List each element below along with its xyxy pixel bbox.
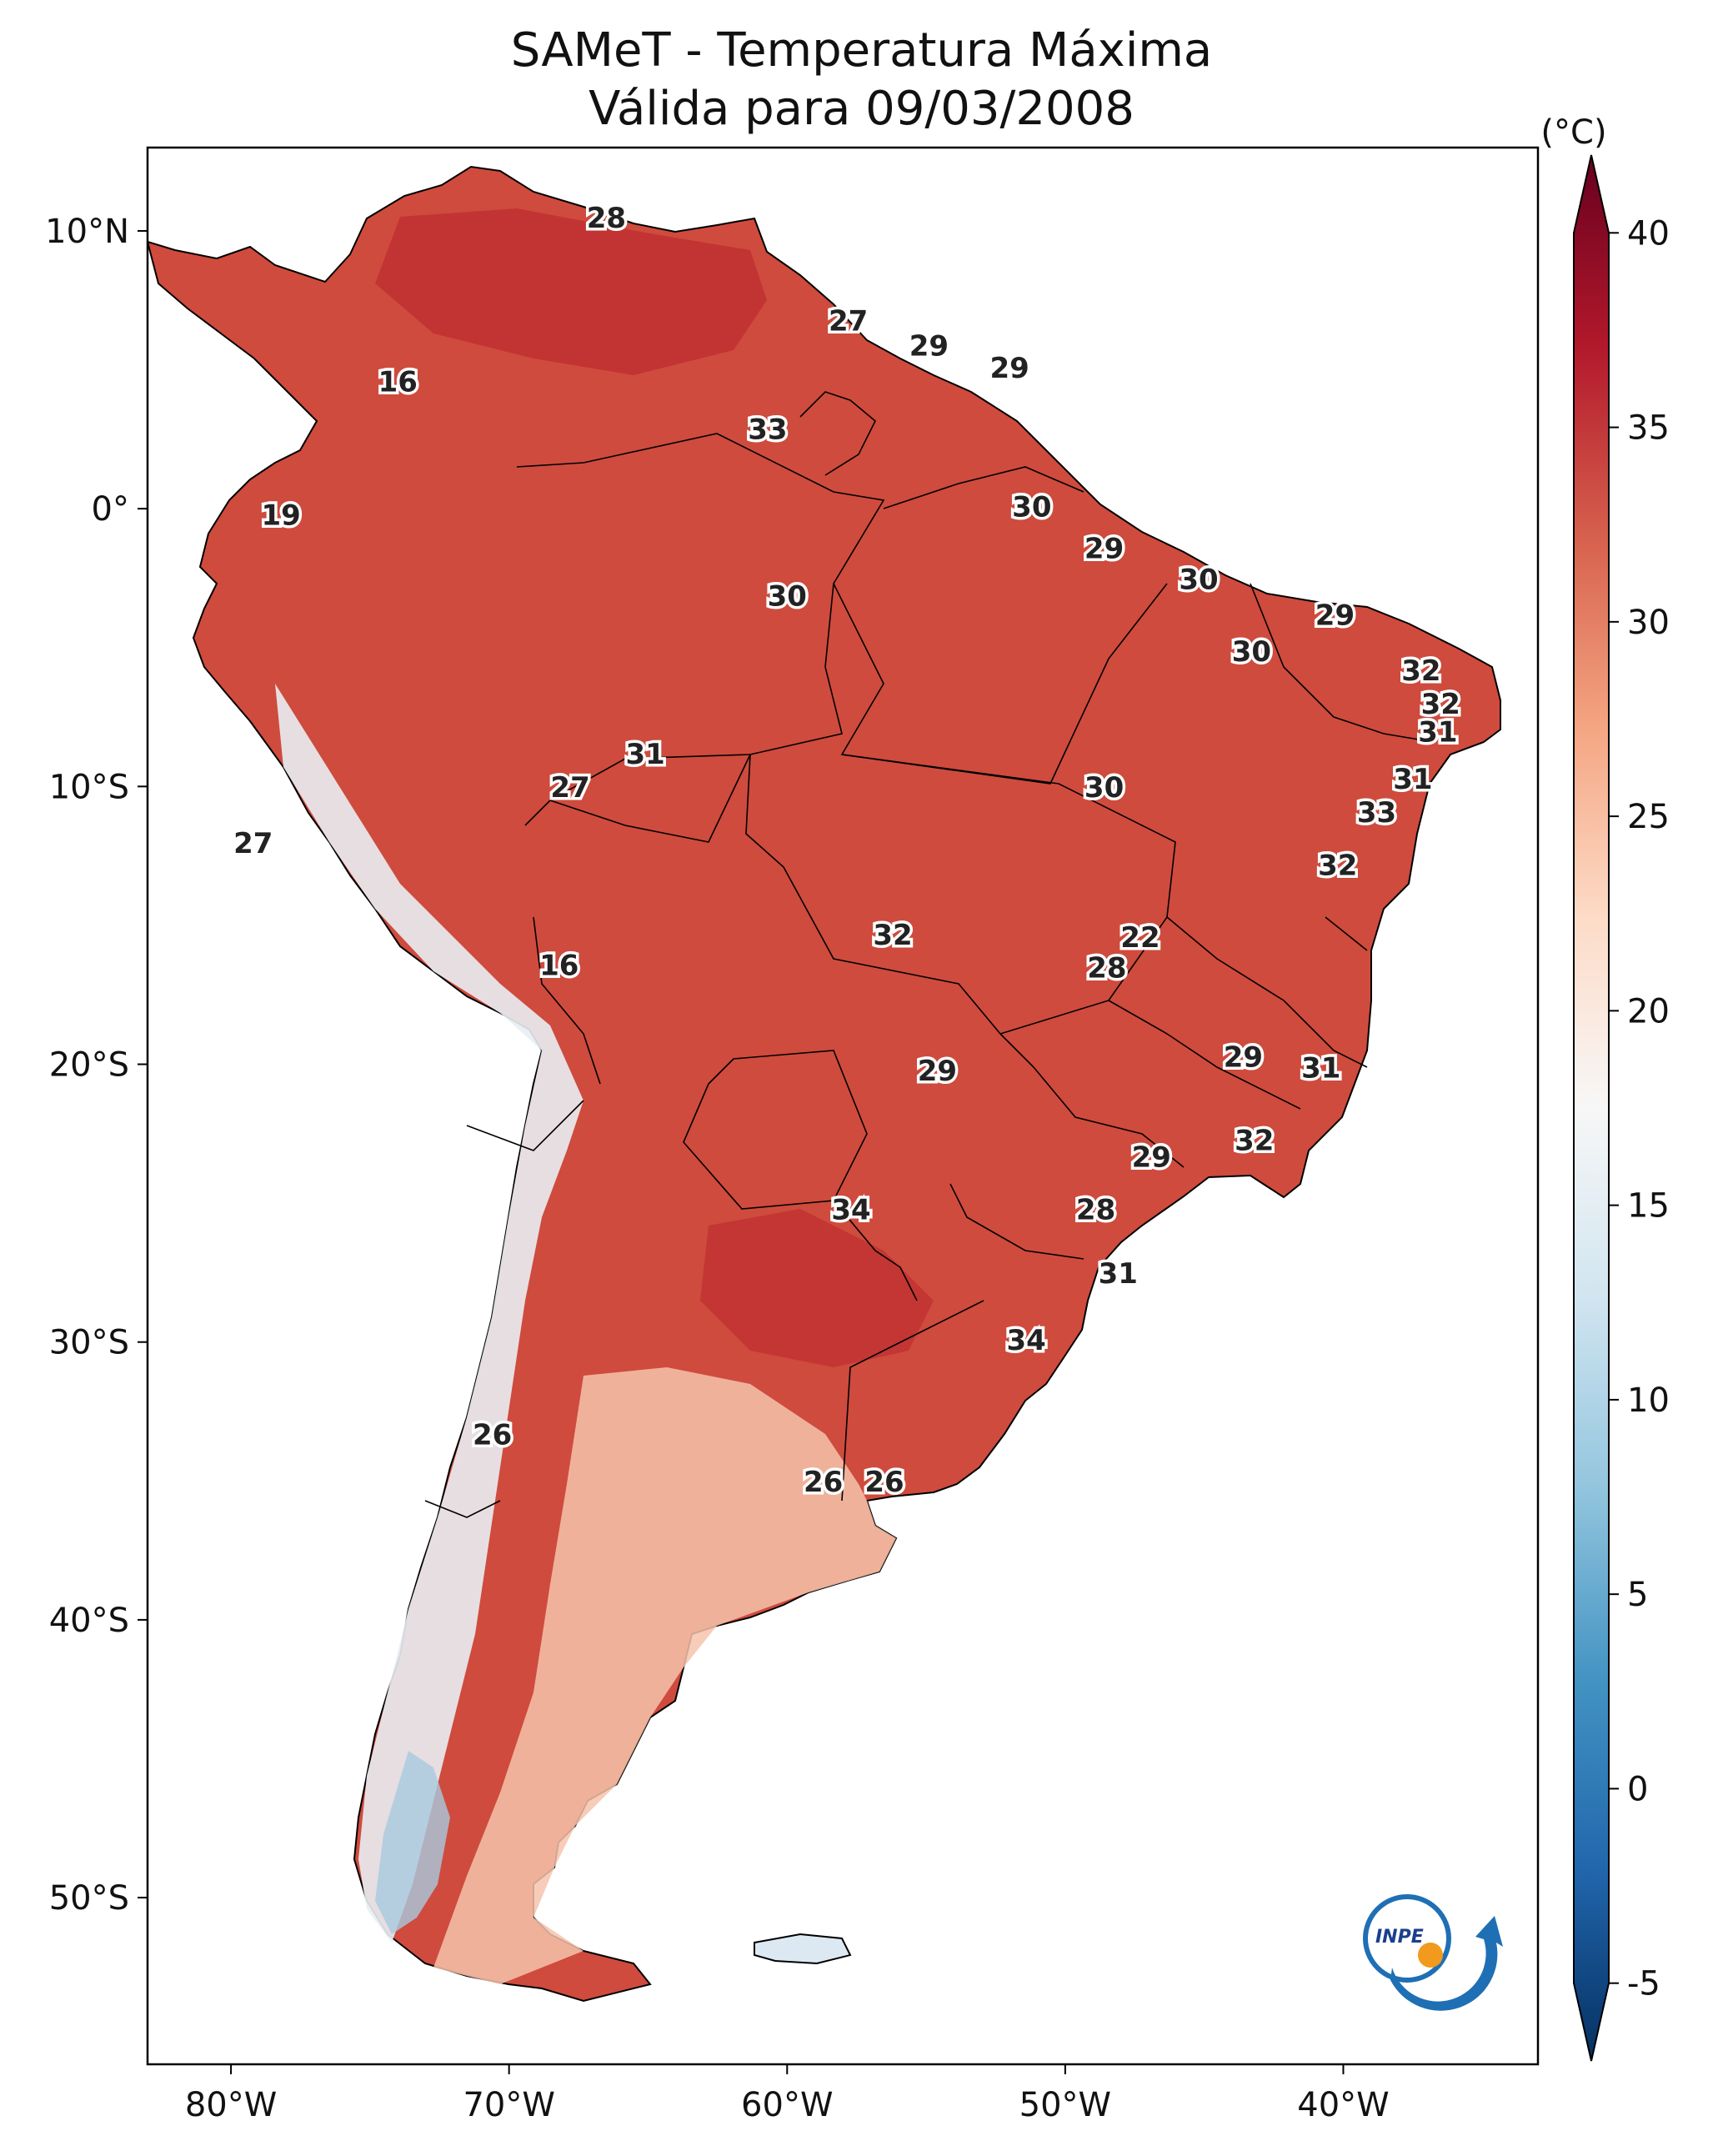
temperature-label: 26 bbox=[473, 1418, 512, 1452]
temperature-label: 29 bbox=[918, 1055, 957, 1088]
falkland-islands bbox=[754, 1933, 852, 1965]
lon-tick-label: 50°W bbox=[1019, 2086, 1111, 2124]
temperature-label: 30 bbox=[768, 579, 807, 613]
logo-text: INPE bbox=[1375, 1927, 1424, 1948]
temperature-label: 31 bbox=[1301, 1052, 1340, 1086]
lon-tick-label: 70°W bbox=[463, 2086, 554, 2124]
temperature-label: 31 bbox=[1393, 763, 1432, 796]
colorbar-tick-label: 0 bbox=[1627, 1770, 1648, 1808]
temperature-label: 27 bbox=[829, 304, 868, 338]
colorbar-tick-label: 30 bbox=[1627, 604, 1670, 642]
lat-tick-label: 20°S bbox=[49, 1046, 129, 1085]
colorbar-tick-label: 10 bbox=[1627, 1381, 1670, 1420]
temperature-label: 29 bbox=[1132, 1141, 1171, 1174]
temperature-label: 28 bbox=[587, 202, 626, 235]
colorbar-body bbox=[1573, 154, 1610, 2062]
patagonia-blue bbox=[375, 1751, 450, 1934]
lat-tick-label: 10°S bbox=[49, 768, 129, 806]
temperature-label: 31 bbox=[1099, 1257, 1138, 1291]
lat-tick-label: 40°S bbox=[49, 1602, 129, 1640]
temperature-label: 22 bbox=[1120, 921, 1160, 955]
temperature-label: 16 bbox=[378, 366, 418, 399]
map-title-line1: SAMeT - Temperatura Máxima bbox=[510, 23, 1213, 78]
colorbar-tick-label: 15 bbox=[1627, 1187, 1670, 1226]
colorbar-tick-label: 25 bbox=[1627, 798, 1670, 836]
temperature-label: 28 bbox=[1087, 952, 1126, 985]
logo-arrow-icon bbox=[1390, 1916, 1503, 2011]
logo-ring bbox=[1363, 1894, 1451, 1983]
lon-tick-label: 40°W bbox=[1297, 2086, 1389, 2124]
longitude-axis: 80°W 70°W 60°W 50°W 40°W bbox=[185, 2064, 1390, 2124]
colorbar-tick-label: 20 bbox=[1627, 992, 1670, 1030]
lon-tick-label: 80°W bbox=[185, 2086, 277, 2124]
temperature-label: 30 bbox=[1012, 491, 1051, 524]
colorbar-tick-label: -5 bbox=[1627, 1965, 1660, 2003]
temperature-label: 29 bbox=[989, 352, 1029, 385]
inpe-logo: INPE bbox=[1363, 1894, 1503, 2011]
temperature-label: 30 bbox=[1232, 635, 1271, 669]
temperature-label: 32 bbox=[1401, 654, 1440, 688]
temperature-label: 32 bbox=[1318, 849, 1357, 882]
temperature-label: 29 bbox=[909, 329, 949, 363]
temperature-label: 34 bbox=[1007, 1324, 1046, 1357]
temperature-label: 27 bbox=[233, 827, 273, 860]
lat-tick-label: 10°N bbox=[45, 213, 129, 251]
temperature-label: 19 bbox=[261, 499, 300, 533]
temperature-label: 16 bbox=[539, 949, 579, 982]
map-frame bbox=[146, 146, 1540, 2066]
chaco-hot bbox=[700, 1209, 934, 1367]
lon-tick-label: 60°W bbox=[741, 2086, 833, 2124]
political-borders bbox=[424, 391, 1435, 1518]
temperature-label: 26 bbox=[804, 1466, 843, 1499]
temperature-label: 33 bbox=[748, 413, 787, 446]
lat-tick-label: 0° bbox=[92, 490, 129, 529]
temperature-label: 32 bbox=[1421, 688, 1460, 721]
southern-cone-cool bbox=[433, 1367, 896, 1984]
andes-cold-band bbox=[275, 684, 584, 1943]
temperature-label: 30 bbox=[1084, 771, 1124, 805]
colorbar-tick-label: 5 bbox=[1627, 1576, 1648, 1614]
temperature-label: 27 bbox=[550, 771, 589, 805]
temperature-label: 28 bbox=[1076, 1194, 1115, 1227]
amazon-hot bbox=[375, 208, 767, 375]
colorbar-tick-label: 40 bbox=[1627, 214, 1670, 253]
lat-tick-label: 50°S bbox=[49, 1879, 129, 1918]
temperature-label: 32 bbox=[1235, 1124, 1274, 1157]
temperature-label: 31 bbox=[625, 738, 664, 771]
temperature-label: 26 bbox=[864, 1466, 904, 1499]
temperature-label: 29 bbox=[1224, 1040, 1263, 1074]
logo-dot bbox=[1418, 1943, 1443, 1968]
latitude-axis: 10°N 0° 10°S 20°S 30°S 40°S 50°S bbox=[45, 213, 148, 1918]
temperature-label: 29 bbox=[1315, 599, 1355, 633]
colorbar: 40 35 30 25 20 15 10 5 0 -5 (°C) bbox=[1540, 113, 1670, 2062]
lat-tick-label: 30°S bbox=[49, 1324, 129, 1362]
temperature-label: 31 bbox=[1418, 716, 1457, 750]
temperature-label: 34 bbox=[831, 1194, 870, 1227]
temperature-label: 32 bbox=[873, 919, 912, 952]
map-title-line2: Válida para 09/03/2008 bbox=[589, 82, 1134, 136]
colorbar-ticks: 40 35 30 25 20 15 10 5 0 -5 bbox=[1609, 214, 1670, 2003]
colorbar-tick-label: 35 bbox=[1627, 409, 1670, 448]
temperature-label: 33 bbox=[1357, 796, 1396, 830]
temperature-label: 30 bbox=[1179, 563, 1218, 596]
temperature-label: 29 bbox=[1084, 533, 1124, 566]
colorbar-unit: (°C) bbox=[1540, 113, 1606, 152]
